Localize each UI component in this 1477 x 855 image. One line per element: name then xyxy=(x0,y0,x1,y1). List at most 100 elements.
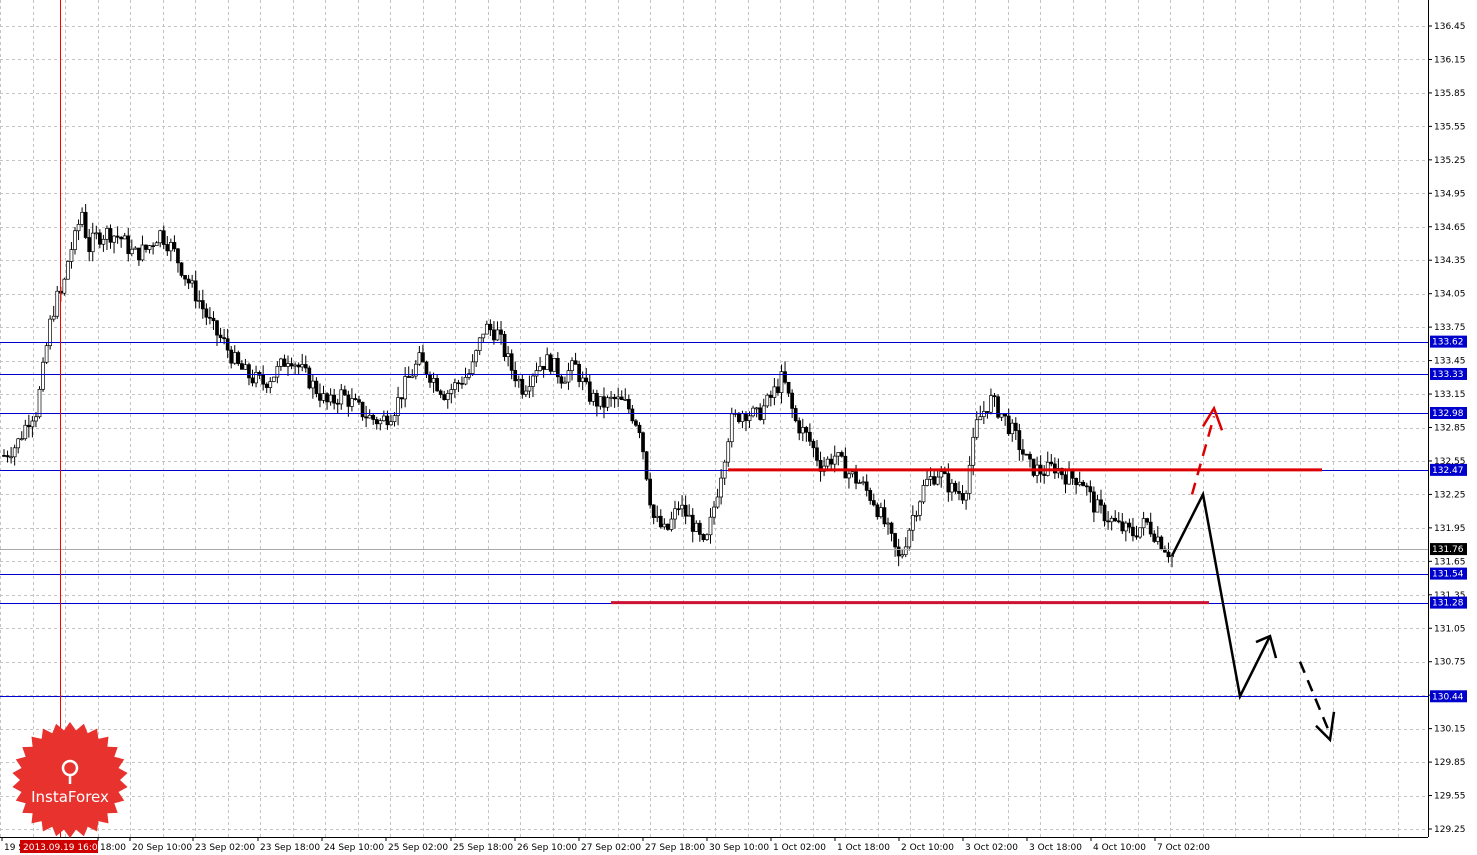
candle-body xyxy=(875,504,880,518)
candle-body xyxy=(115,235,120,238)
candle-body xyxy=(658,515,663,528)
candle-body xyxy=(172,242,177,250)
candle-body xyxy=(989,395,993,413)
candle-body xyxy=(871,500,876,506)
candle-body xyxy=(854,471,858,484)
candle-body xyxy=(726,441,731,463)
time-tick-label: 30 Sep 10:00 xyxy=(709,843,769,853)
candle-body xyxy=(339,389,344,405)
candle-body xyxy=(1074,477,1078,486)
candle-body xyxy=(545,354,550,370)
candle-body xyxy=(495,329,500,341)
candle-body xyxy=(126,235,131,255)
candle-body xyxy=(676,508,681,511)
candle-body xyxy=(900,554,905,557)
price-tick-label: 132.85 xyxy=(1434,424,1466,434)
candle-body xyxy=(996,396,1000,418)
candle-body xyxy=(1116,520,1121,523)
candle-body xyxy=(353,398,358,400)
candle-body xyxy=(882,507,887,525)
candle-body xyxy=(552,358,557,372)
logo-wordmark: InstaForex xyxy=(31,788,109,806)
candle-body xyxy=(1131,526,1135,537)
level-tag xyxy=(1430,543,1467,556)
candle-body xyxy=(321,393,326,401)
candle-body xyxy=(1102,504,1107,522)
candle-body xyxy=(957,490,961,494)
candle-body xyxy=(154,242,159,247)
candle-body xyxy=(346,394,351,407)
candle-body xyxy=(818,459,823,472)
candle-body xyxy=(445,393,450,400)
candle-body xyxy=(790,392,794,409)
candle-body xyxy=(250,377,255,384)
candle-body xyxy=(506,353,510,358)
candle-body xyxy=(1021,449,1025,455)
candle-body xyxy=(186,278,191,284)
candle-body xyxy=(538,365,542,371)
candle-body xyxy=(747,415,752,421)
candle-body xyxy=(939,471,944,478)
candle-body xyxy=(694,522,699,532)
level-tag xyxy=(1430,596,1467,609)
horizontal-levels xyxy=(0,342,1428,697)
candle-body xyxy=(83,211,88,238)
candle-body xyxy=(222,337,226,340)
candle-body xyxy=(832,455,837,465)
time-tick-label: 27 Sep 18:00 xyxy=(645,843,705,853)
instaforex-logo: InstaForex xyxy=(12,722,128,838)
time-tick-label: 23 Sep 02:00 xyxy=(195,843,255,853)
candle-body xyxy=(680,504,684,510)
candle-body xyxy=(208,316,212,319)
candle-body xyxy=(985,411,990,413)
level-tag xyxy=(1430,567,1467,580)
price-tick-label: 132.25 xyxy=(1434,490,1466,500)
candle-body xyxy=(389,421,393,426)
candle-body xyxy=(112,235,116,243)
candle-body xyxy=(868,490,873,501)
candle-body xyxy=(165,244,170,252)
price-tick-label: 133.45 xyxy=(1434,357,1466,367)
candle-body xyxy=(23,424,28,440)
price-tick-label: 130.15 xyxy=(1434,725,1466,735)
candle-body xyxy=(690,514,695,532)
candle-body xyxy=(169,242,173,252)
candle-body xyxy=(577,364,581,382)
candle-body xyxy=(282,358,287,367)
candle-body xyxy=(492,329,496,341)
candle-body xyxy=(481,333,486,339)
candle-body xyxy=(630,408,635,422)
candle-body xyxy=(751,407,755,417)
candle-body xyxy=(193,280,198,302)
candle-body xyxy=(612,396,617,400)
candle-body xyxy=(44,345,49,363)
candle-body xyxy=(453,382,457,390)
candle-body xyxy=(1152,533,1157,542)
candle-body xyxy=(857,482,862,485)
candle-body xyxy=(999,413,1004,418)
candle-body xyxy=(66,261,70,280)
candle-body xyxy=(307,367,312,389)
candle-body xyxy=(566,370,571,383)
candle-body xyxy=(768,394,773,398)
candle-body xyxy=(921,485,926,503)
candle-body xyxy=(1138,527,1142,538)
candle-body xyxy=(183,275,187,280)
price-tick-label: 130.75 xyxy=(1434,658,1466,668)
time-tick-label: 27 Sep 02:00 xyxy=(581,843,641,853)
candle-body xyxy=(1028,453,1032,460)
time-tick-label: 3 Oct 02:00 xyxy=(965,843,1018,853)
candle-body xyxy=(786,381,791,394)
candle-body xyxy=(1148,521,1153,535)
candle-body xyxy=(907,529,912,548)
candle-body xyxy=(225,338,230,351)
candle-body xyxy=(715,496,720,508)
candle-body xyxy=(1127,522,1132,528)
level-tag-label: 132.47 xyxy=(1432,466,1464,476)
time-tick-label: 3 Oct 18:00 xyxy=(1029,843,1082,853)
candle-body xyxy=(815,447,819,461)
candle-body xyxy=(108,228,113,243)
candle-body xyxy=(399,397,404,400)
candle-body xyxy=(119,236,124,240)
